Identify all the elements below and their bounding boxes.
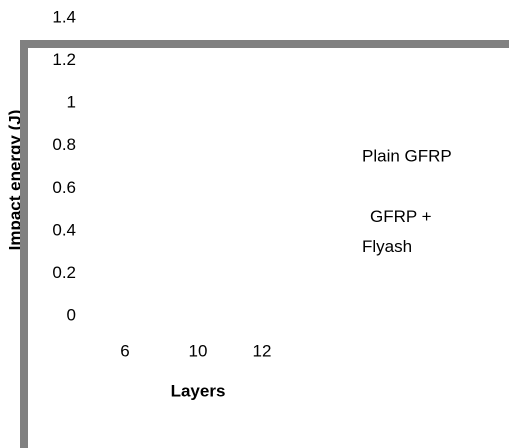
y-tick-label: 0.6 <box>52 178 76 197</box>
x-tick-label: 12 <box>253 341 272 360</box>
y-tick-label: 0.8 <box>52 135 76 154</box>
frame <box>20 40 509 448</box>
legend-label: GFRP + Flyash <box>362 207 432 256</box>
y-tick-label: 0.4 <box>52 220 76 239</box>
x-axis-label: Layers <box>171 381 226 400</box>
y-axis-label: Impact energy (J) <box>5 110 24 251</box>
x-tick-label: 10 <box>189 341 208 360</box>
x-tick-label: 6 <box>120 341 129 360</box>
legend-label: Plain GFRP <box>362 146 452 165</box>
y-tick-label: 1.4 <box>52 7 76 26</box>
y-tick-label: 0 <box>67 305 76 324</box>
y-tick-label: 1.2 <box>52 50 76 69</box>
y-tick-label: 0.2 <box>52 263 76 282</box>
y-tick-label: 1 <box>67 93 76 112</box>
